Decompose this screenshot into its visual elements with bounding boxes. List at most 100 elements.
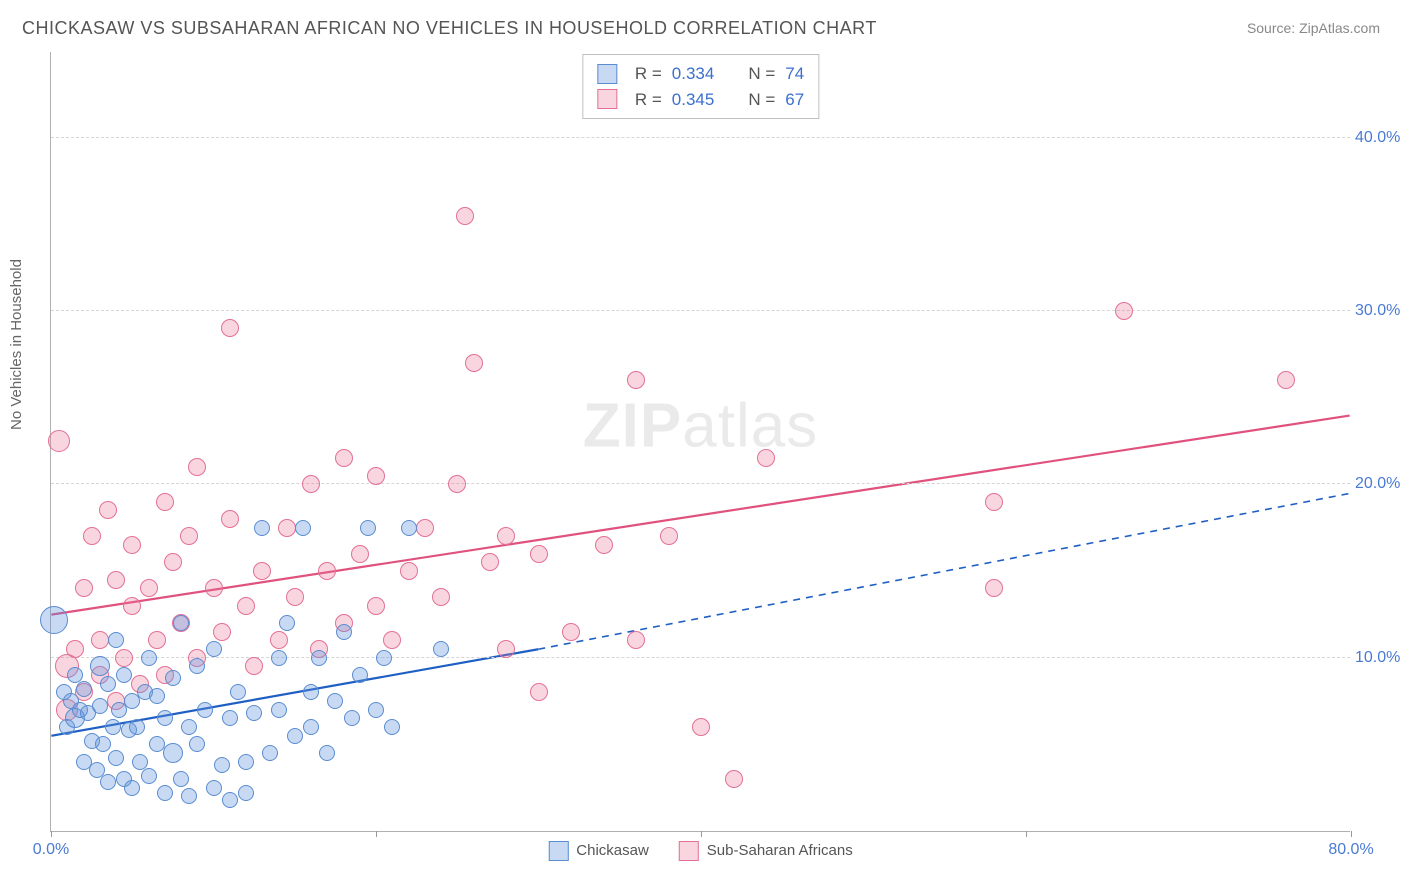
data-point-subsaharan[interactable] bbox=[270, 631, 288, 649]
data-point-subsaharan[interactable] bbox=[140, 579, 158, 597]
data-point-subsaharan[interactable] bbox=[757, 449, 775, 467]
data-point-subsaharan[interactable] bbox=[456, 207, 474, 225]
data-point-subsaharan[interactable] bbox=[123, 536, 141, 554]
data-point-chickasaw[interactable] bbox=[206, 780, 222, 796]
data-point-chickasaw[interactable] bbox=[173, 771, 189, 787]
data-point-chickasaw[interactable] bbox=[95, 736, 111, 752]
data-point-subsaharan[interactable] bbox=[367, 467, 385, 485]
data-point-chickasaw[interactable] bbox=[433, 641, 449, 657]
data-point-subsaharan[interactable] bbox=[448, 475, 466, 493]
data-point-subsaharan[interactable] bbox=[188, 458, 206, 476]
data-point-chickasaw[interactable] bbox=[163, 743, 183, 763]
data-point-subsaharan[interactable] bbox=[367, 597, 385, 615]
data-point-chickasaw[interactable] bbox=[246, 705, 262, 721]
data-point-chickasaw[interactable] bbox=[173, 615, 189, 631]
data-point-subsaharan[interactable] bbox=[245, 657, 263, 675]
data-point-subsaharan[interactable] bbox=[75, 579, 93, 597]
data-point-subsaharan[interactable] bbox=[115, 649, 133, 667]
data-point-chickasaw[interactable] bbox=[238, 754, 254, 770]
data-point-chickasaw[interactable] bbox=[141, 768, 157, 784]
data-point-subsaharan[interactable] bbox=[205, 579, 223, 597]
data-point-chickasaw[interactable] bbox=[222, 792, 238, 808]
data-point-chickasaw[interactable] bbox=[401, 520, 417, 536]
data-point-subsaharan[interactable] bbox=[725, 770, 743, 788]
data-point-subsaharan[interactable] bbox=[107, 571, 125, 589]
data-point-chickasaw[interactable] bbox=[319, 745, 335, 761]
data-point-chickasaw[interactable] bbox=[100, 774, 116, 790]
data-point-subsaharan[interactable] bbox=[66, 640, 84, 658]
data-point-chickasaw[interactable] bbox=[360, 520, 376, 536]
legend-item[interactable]: Sub-Saharan Africans bbox=[679, 841, 853, 861]
data-point-chickasaw[interactable] bbox=[124, 780, 140, 796]
data-point-subsaharan[interactable] bbox=[1115, 302, 1133, 320]
data-point-subsaharan[interactable] bbox=[692, 718, 710, 736]
data-point-chickasaw[interactable] bbox=[376, 650, 392, 666]
data-point-subsaharan[interactable] bbox=[400, 562, 418, 580]
data-point-chickasaw[interactable] bbox=[108, 750, 124, 766]
data-point-subsaharan[interactable] bbox=[481, 553, 499, 571]
data-point-chickasaw[interactable] bbox=[157, 785, 173, 801]
data-point-subsaharan[interactable] bbox=[351, 545, 369, 563]
data-point-chickasaw[interactable] bbox=[76, 681, 92, 697]
data-point-subsaharan[interactable] bbox=[318, 562, 336, 580]
data-point-chickasaw[interactable] bbox=[100, 676, 116, 692]
data-point-chickasaw[interactable] bbox=[214, 757, 230, 773]
data-point-chickasaw[interactable] bbox=[230, 684, 246, 700]
data-point-chickasaw[interactable] bbox=[352, 667, 368, 683]
data-point-subsaharan[interactable] bbox=[48, 430, 70, 452]
data-point-chickasaw[interactable] bbox=[92, 698, 108, 714]
data-point-chickasaw[interactable] bbox=[116, 667, 132, 683]
data-point-chickasaw[interactable] bbox=[181, 788, 197, 804]
data-point-subsaharan[interactable] bbox=[123, 597, 141, 615]
data-point-chickasaw[interactable] bbox=[129, 719, 145, 735]
data-point-chickasaw[interactable] bbox=[149, 688, 165, 704]
data-point-chickasaw[interactable] bbox=[344, 710, 360, 726]
data-point-subsaharan[interactable] bbox=[221, 510, 239, 528]
data-point-subsaharan[interactable] bbox=[497, 640, 515, 658]
data-point-subsaharan[interactable] bbox=[530, 545, 548, 563]
data-point-subsaharan[interactable] bbox=[465, 354, 483, 372]
data-point-subsaharan[interactable] bbox=[83, 527, 101, 545]
data-point-subsaharan[interactable] bbox=[253, 562, 271, 580]
data-point-subsaharan[interactable] bbox=[383, 631, 401, 649]
data-point-chickasaw[interactable] bbox=[105, 719, 121, 735]
data-point-chickasaw[interactable] bbox=[327, 693, 343, 709]
data-point-chickasaw[interactable] bbox=[206, 641, 222, 657]
data-point-subsaharan[interactable] bbox=[91, 631, 109, 649]
data-point-chickasaw[interactable] bbox=[384, 719, 400, 735]
data-point-subsaharan[interactable] bbox=[335, 449, 353, 467]
data-point-chickasaw[interactable] bbox=[40, 606, 68, 634]
data-point-subsaharan[interactable] bbox=[416, 519, 434, 537]
data-point-subsaharan[interactable] bbox=[221, 319, 239, 337]
data-point-chickasaw[interactable] bbox=[238, 785, 254, 801]
data-point-subsaharan[interactable] bbox=[660, 527, 678, 545]
data-point-subsaharan[interactable] bbox=[627, 631, 645, 649]
data-point-chickasaw[interactable] bbox=[189, 658, 205, 674]
data-point-subsaharan[interactable] bbox=[1277, 371, 1295, 389]
data-point-subsaharan[interactable] bbox=[432, 588, 450, 606]
data-point-subsaharan[interactable] bbox=[530, 683, 548, 701]
data-point-chickasaw[interactable] bbox=[295, 520, 311, 536]
data-point-chickasaw[interactable] bbox=[368, 702, 384, 718]
data-point-chickasaw[interactable] bbox=[165, 670, 181, 686]
data-point-chickasaw[interactable] bbox=[157, 710, 173, 726]
data-point-chickasaw[interactable] bbox=[311, 650, 327, 666]
data-point-subsaharan[interactable] bbox=[286, 588, 304, 606]
data-point-subsaharan[interactable] bbox=[562, 623, 580, 641]
data-point-subsaharan[interactable] bbox=[213, 623, 231, 641]
data-point-chickasaw[interactable] bbox=[287, 728, 303, 744]
data-point-subsaharan[interactable] bbox=[985, 493, 1003, 511]
data-point-chickasaw[interactable] bbox=[141, 650, 157, 666]
data-point-subsaharan[interactable] bbox=[164, 553, 182, 571]
data-point-chickasaw[interactable] bbox=[197, 702, 213, 718]
legend-item[interactable]: Chickasaw bbox=[548, 841, 649, 861]
data-point-chickasaw[interactable] bbox=[336, 624, 352, 640]
data-point-chickasaw[interactable] bbox=[279, 615, 295, 631]
data-point-subsaharan[interactable] bbox=[985, 579, 1003, 597]
data-point-subsaharan[interactable] bbox=[497, 527, 515, 545]
data-point-subsaharan[interactable] bbox=[627, 371, 645, 389]
source-link[interactable]: ZipAtlas.com bbox=[1299, 20, 1380, 36]
data-point-subsaharan[interactable] bbox=[278, 519, 296, 537]
data-point-subsaharan[interactable] bbox=[180, 527, 198, 545]
data-point-chickasaw[interactable] bbox=[262, 745, 278, 761]
